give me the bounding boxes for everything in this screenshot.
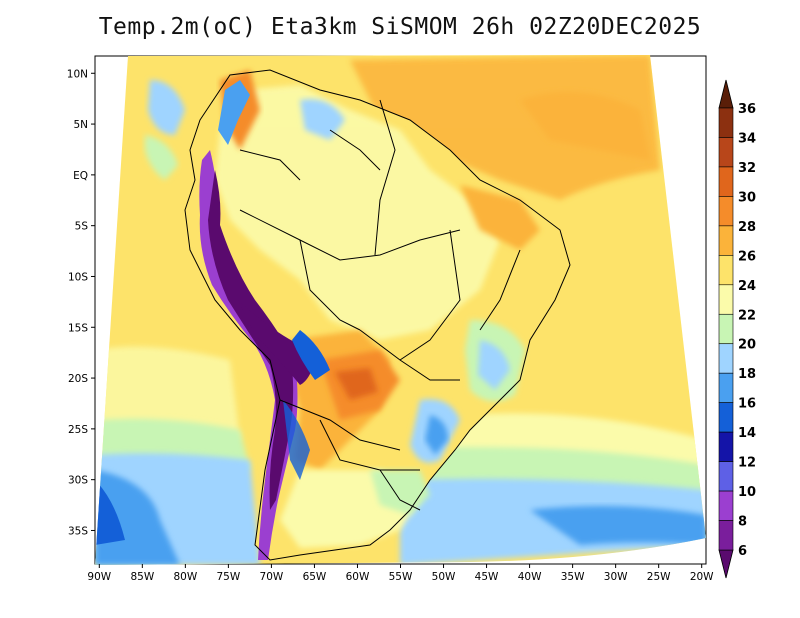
colorbar-bin <box>718 225 734 256</box>
country-borders <box>184 69 571 561</box>
lon-tick-label: 20W <box>690 571 714 583</box>
colorbar-bin <box>718 166 734 197</box>
colorbar-label: 10 <box>738 485 756 500</box>
lon-tick-label: 75W <box>217 571 241 583</box>
colorbar-label: 6 <box>738 544 747 559</box>
latitude-axis: 10N 5N EQ 5S 10S 15S 20S 25S 30S 35S <box>67 68 95 537</box>
lon-tick-label: 70W <box>260 571 284 583</box>
lat-tick-label: 5S <box>75 221 89 233</box>
lon-tick-label: 30W <box>604 571 628 583</box>
lon-tick-label: 65W <box>303 571 327 583</box>
colorbar-bin <box>718 284 734 315</box>
colorbar-label: 28 <box>738 220 756 235</box>
lat-tick-label: 5N <box>73 119 88 131</box>
lat-tick-label: EQ <box>73 170 88 182</box>
temperature-field <box>95 55 706 565</box>
colorbar-label: 18 <box>738 367 756 382</box>
lon-tick-label: 85W <box>130 571 154 583</box>
colorbar-bin <box>718 520 734 551</box>
lon-tick-label: 50W <box>432 571 456 583</box>
colorbar-label: 36 <box>738 102 756 117</box>
lat-tick-label: 20S <box>68 373 88 385</box>
colorbar-bin <box>718 343 734 374</box>
colorbar-bin <box>718 461 734 492</box>
colorbar-bottom-arrow <box>718 549 734 579</box>
colorbar-bin <box>718 490 734 521</box>
colorbar-label: 12 <box>738 456 756 471</box>
colorbar-bin <box>718 402 734 433</box>
lon-tick-label: 40W <box>518 571 542 583</box>
colorbar-bin <box>718 255 734 286</box>
lon-tick-label: 90W <box>87 571 111 583</box>
colorbar-label: 24 <box>738 279 756 294</box>
lon-tick-label: 80W <box>173 571 197 583</box>
lat-tick-label: 35S <box>68 525 88 537</box>
colorbar-label: 22 <box>738 308 756 323</box>
lat-tick-label: 25S <box>68 424 88 436</box>
map-title: Temp.2m(oC) Eta3km SiSMOM 26h 02Z20DEC20… <box>98 14 702 40</box>
colorbar-label: 8 <box>738 515 747 530</box>
colorbar-top-arrow <box>718 79 734 109</box>
colorbar-label: 14 <box>738 426 756 441</box>
colorbar-bin <box>718 137 734 168</box>
colorbar-bin <box>718 313 734 345</box>
lon-tick-label: 45W <box>475 571 499 583</box>
colorbar-label: 26 <box>738 249 756 264</box>
colorbar-bin <box>718 196 734 227</box>
lat-tick-label: 10N <box>67 68 88 80</box>
colorbar-label: 20 <box>738 338 756 353</box>
colorbar-label: 30 <box>738 190 756 205</box>
lon-tick-label: 55W <box>389 571 413 583</box>
lon-tick-label: 35W <box>561 571 585 583</box>
lat-tick-label: 30S <box>68 475 88 487</box>
colorbar-label: 16 <box>738 397 756 412</box>
lat-tick-label: 15S <box>68 322 88 334</box>
colorbar <box>718 79 734 579</box>
lat-tick-label: 10S <box>68 271 88 283</box>
longitude-axis: 90W 85W 80W 75W 70W 65W 60W 55W 50W 45W 40W 35W 30W 2… <box>87 564 714 583</box>
colorbar-labels: 36 34 32 30 28 26 24 22 20 18 16 14 12 10 8 6 <box>738 102 756 559</box>
colorbar-bin <box>718 431 734 462</box>
lon-tick-label: 25W <box>647 571 671 583</box>
colorbar-label: 34 <box>738 131 756 146</box>
colorbar-label: 32 <box>738 161 756 176</box>
colorbar-bin <box>718 107 734 138</box>
colorbar-bin <box>718 372 734 403</box>
lon-tick-label: 60W <box>346 571 370 583</box>
